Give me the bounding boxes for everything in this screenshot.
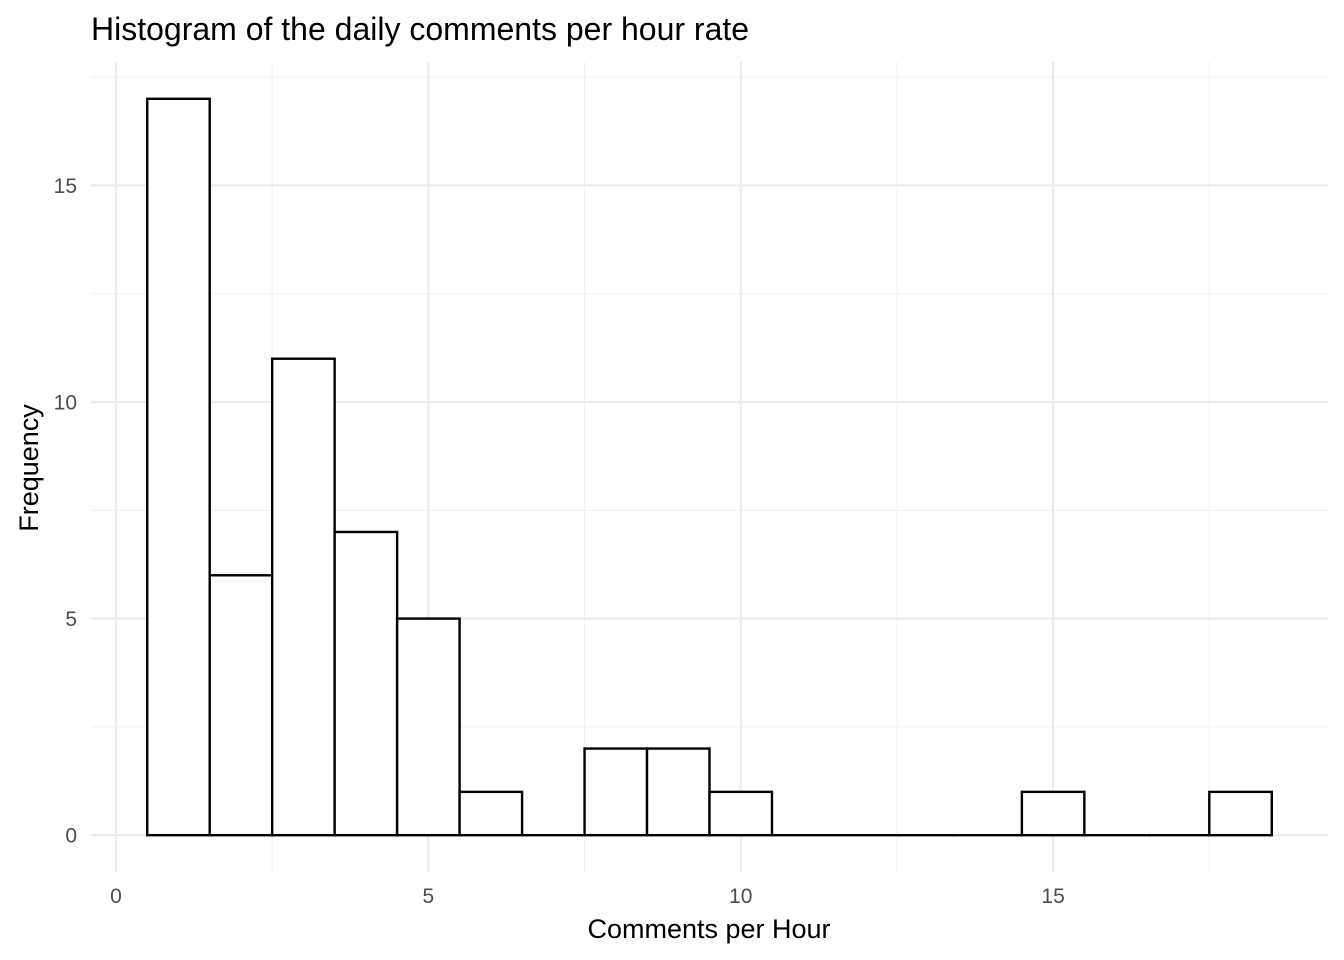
histogram-bar xyxy=(1208,790,1273,837)
histogram-bar xyxy=(395,617,461,837)
y-tick-label: 0 xyxy=(65,825,77,848)
y-tick-label: 15 xyxy=(54,175,77,198)
histogram-bar xyxy=(645,747,711,837)
histogram-bar xyxy=(708,790,774,837)
x-axis-ticks: 0 5 10 15 xyxy=(110,885,1065,908)
x-tick-label: 15 xyxy=(1041,885,1064,908)
histogram-bar xyxy=(1020,790,1086,837)
y-tick-label: 10 xyxy=(54,392,77,415)
histogram-bar xyxy=(458,790,524,837)
x-tick-label: 5 xyxy=(423,885,435,908)
x-tick-label: 0 xyxy=(110,885,122,908)
histogram-bar xyxy=(146,97,211,837)
plot-area xyxy=(91,62,1328,872)
y-axis-ticks: 0 5 10 15 xyxy=(54,175,77,848)
histogram-bars xyxy=(146,97,1273,837)
histogram-bar xyxy=(583,747,649,837)
histogram-bar xyxy=(208,574,274,837)
histogram-bar xyxy=(333,530,399,837)
chart-title: Histogram of the daily comments per hour… xyxy=(91,11,749,47)
y-tick-label: 5 xyxy=(65,608,77,631)
histogram-bar xyxy=(270,357,336,837)
x-axis-title: Comments per Hour xyxy=(587,914,830,944)
x-tick-label: 10 xyxy=(729,885,752,908)
y-axis-title: Frequency xyxy=(14,404,44,532)
